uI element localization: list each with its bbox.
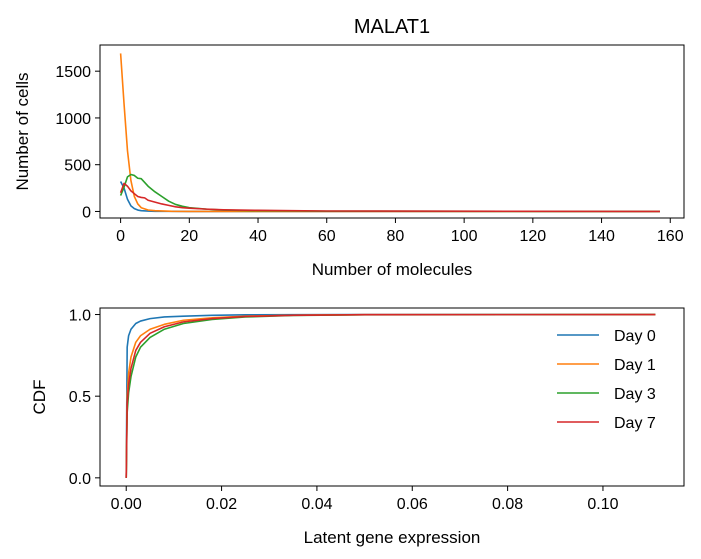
x-tick-label: 0.06 (397, 496, 428, 513)
series-line-day-3 (125, 313, 656, 478)
series-group (125, 313, 656, 478)
series-group (119, 53, 660, 213)
x-axis-label: Number of molecules (312, 260, 473, 279)
x-axis-label: Latent gene expression (304, 528, 481, 547)
chart-1: 0 20 40 60 80 100 120 140 160 0 500 1000 1500 MALAT1 N… (13, 16, 685, 279)
x-tick-label: 80 (387, 228, 405, 245)
y-axis-label: CDF (30, 380, 49, 415)
x-tick-label: 20 (180, 228, 198, 245)
chart-title: MALAT1 (354, 16, 430, 38)
x-tick-label: 40 (249, 228, 267, 245)
y-tick-label: 1000 (55, 111, 91, 128)
series-line-day-0 (125, 313, 656, 478)
y-axis-label: Number of cells (13, 72, 32, 190)
x-tick-label: 0.00 (111, 496, 142, 513)
series-line-day-7 (125, 313, 656, 478)
x-tick-label: 0.04 (301, 496, 332, 513)
x-tick-label: 0.02 (206, 496, 237, 513)
legend: Day 0 Day 1 Day 3 Day 7 (557, 328, 656, 432)
y-tick-label: 500 (64, 158, 91, 175)
y-tick-label: 0.5 (69, 389, 91, 406)
x-tick-label: 0 (116, 228, 125, 245)
legend-label: Day 0 (614, 328, 656, 345)
series-line-day-1 (119, 53, 660, 213)
legend-label: Day 3 (614, 386, 656, 403)
y-tick-label: 1500 (55, 64, 91, 81)
legend-label: Day 1 (614, 357, 656, 374)
x-tick-label: 0.10 (587, 496, 618, 513)
series-line-day-3 (119, 173, 660, 213)
chart-2: 0.00 0.02 0.04 0.06 0.08 0.10 0.0 0.5 1.0 Latent … (30, 307, 685, 547)
series-line-day-7 (119, 182, 660, 213)
x-tick-label: 120 (519, 228, 546, 245)
x-tick-label: 160 (657, 228, 684, 245)
x-tick-label: 140 (588, 228, 615, 245)
x-tick-label: 0.08 (492, 496, 523, 513)
axes-frame (99, 44, 685, 219)
series-line-day-1 (125, 313, 656, 478)
x-tick-label: 60 (318, 228, 336, 245)
y-tick-label: 0.0 (69, 471, 91, 488)
x-tick-label: 100 (451, 228, 478, 245)
series-line-day-0 (119, 181, 660, 213)
y-tick-label: 0 (82, 204, 91, 221)
y-tick-label: 1.0 (69, 308, 91, 325)
legend-label: Day 7 (614, 415, 656, 432)
axes-frame (99, 307, 685, 487)
